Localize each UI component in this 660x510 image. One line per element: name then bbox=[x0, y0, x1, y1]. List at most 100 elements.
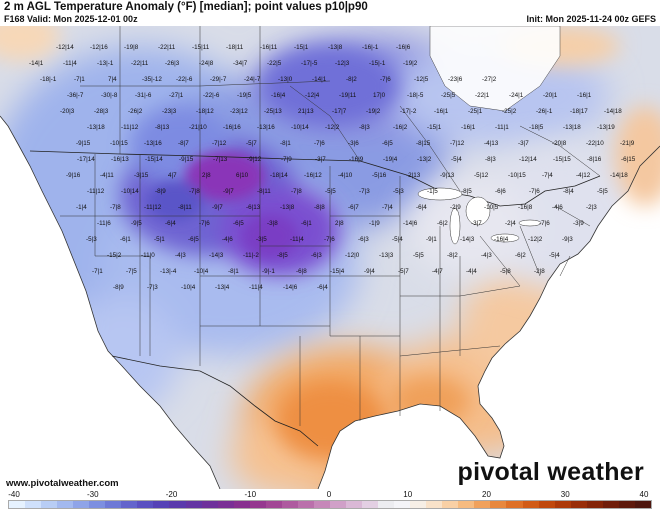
point-value-label: -2|3 bbox=[586, 204, 597, 211]
point-value-label: -20|1 bbox=[543, 92, 558, 99]
point-value-label: -7|1 bbox=[92, 268, 103, 275]
colorbar-swatch bbox=[410, 501, 427, 508]
point-value-label: -16|12 bbox=[304, 172, 322, 179]
point-value-label: -3|7 bbox=[518, 140, 529, 147]
point-value-label: -27|1 bbox=[169, 92, 184, 99]
point-value-label: -22|11 bbox=[158, 44, 176, 51]
hudson-bay bbox=[429, 26, 561, 112]
point-value-label: -17|7 bbox=[332, 108, 347, 115]
point-value-label: -8|1 bbox=[228, 268, 239, 275]
point-value-label: -10|14 bbox=[291, 124, 309, 131]
colorbar-swatch bbox=[522, 501, 539, 508]
valid-time: F168 Valid: Mon 2025-12-01 00z bbox=[4, 14, 138, 24]
point-value-label: -5|12 bbox=[474, 172, 489, 179]
point-value-label: -8|9 bbox=[113, 284, 124, 291]
point-value-label: -26|2 bbox=[128, 108, 143, 115]
point-value-label: -8|5 bbox=[277, 252, 288, 259]
point-value-label: -14|6 bbox=[403, 220, 418, 227]
map-header: 2 m AGL Temperature Anomaly (°F) [median… bbox=[0, 0, 660, 26]
point-value-label: -7|3 bbox=[147, 284, 158, 291]
point-value-label: -8|5 bbox=[461, 188, 472, 195]
point-value-label: -6|13 bbox=[246, 204, 261, 211]
point-value-label: -14|18 bbox=[610, 172, 628, 179]
colorbar-tick-label: -10 bbox=[244, 490, 257, 499]
point-value-label: -7|8 bbox=[110, 204, 121, 211]
point-value-label: -6|2 bbox=[515, 252, 526, 259]
point-value-label: -18|12 bbox=[196, 108, 214, 115]
map-area[interactable]: -12|14 -12|16 -19|8 -22|11 -15|11 -18|11 -16|1… bbox=[0, 26, 660, 489]
point-value-label: -22|-6 bbox=[176, 76, 193, 83]
point-value-label: -27|2 bbox=[482, 76, 497, 83]
point-value-label: -16|1 bbox=[434, 108, 449, 115]
point-value-label: -20|8 bbox=[552, 140, 567, 147]
point-value-label: -5|7 bbox=[398, 268, 409, 275]
site-url: www.pivotalweather.com bbox=[6, 478, 119, 489]
province-lines bbox=[80, 26, 601, 192]
point-value-label: -13|0 bbox=[278, 76, 293, 83]
colorbar-swatch bbox=[153, 501, 170, 508]
colorbar-swatch bbox=[73, 501, 90, 508]
point-value-label: -20|3 bbox=[60, 108, 75, 115]
point-value-label: -12|16 bbox=[90, 44, 108, 51]
point-value-label: -6|4 bbox=[317, 284, 328, 291]
point-value-label: -5|4 bbox=[392, 236, 403, 243]
point-value-label: -22|-6 bbox=[203, 92, 220, 99]
point-value-label: -16|16 bbox=[223, 124, 241, 131]
point-value-label: -22|1 bbox=[475, 92, 490, 99]
point-value-label: -16|2 bbox=[393, 124, 408, 131]
point-value-label: -6|5 bbox=[382, 140, 393, 147]
point-value-label: -7|1 bbox=[74, 76, 85, 83]
point-value-label: 7|4 bbox=[108, 76, 117, 83]
point-value-label: -22|11 bbox=[131, 60, 149, 67]
point-value-label: -17|-5 bbox=[301, 60, 318, 67]
point-value-label: 17|0 bbox=[373, 92, 386, 99]
point-value-label: -23|3 bbox=[162, 108, 177, 115]
point-value-label: -14|3 bbox=[209, 252, 224, 259]
point-value-label: 6|10 bbox=[236, 172, 249, 179]
point-value-label: -11|4 bbox=[63, 60, 77, 67]
colorbar-swatch bbox=[233, 501, 250, 508]
point-value-label: -9|15 bbox=[76, 140, 91, 147]
colorbar-swatch bbox=[265, 501, 282, 508]
colorbar-tick-label: 0 bbox=[326, 490, 332, 499]
point-value-label: -24|8 bbox=[199, 60, 214, 67]
point-value-label: -7|6 bbox=[380, 76, 391, 83]
point-value-label: -4|13 bbox=[484, 140, 499, 147]
point-value-label: -11|6 bbox=[97, 220, 111, 227]
point-value-label: -16|-1 bbox=[362, 44, 379, 51]
point-value-label: -14|3 bbox=[460, 236, 475, 243]
point-value-label: -8|4 bbox=[563, 188, 574, 195]
colorbar-swatch bbox=[137, 501, 154, 508]
point-value-label: -16|4 bbox=[494, 236, 509, 243]
point-value-label: -13|8 bbox=[328, 44, 343, 51]
point-value-label: -2|9 bbox=[450, 204, 461, 211]
point-value-label: -18|-1 bbox=[40, 76, 57, 83]
point-value-label: -7|12 bbox=[212, 140, 227, 147]
point-value-label: -4|10 bbox=[338, 172, 353, 179]
point-value-label: -19|11 bbox=[339, 92, 357, 99]
point-value-label: -13|4 bbox=[215, 284, 230, 291]
point-value-label: -6|8 bbox=[296, 268, 307, 275]
point-value-label: -3|7 bbox=[471, 220, 482, 227]
point-value-label: -4|12 bbox=[576, 172, 591, 179]
point-value-label: -15|14 bbox=[145, 156, 163, 163]
point-value-label: -16|4 bbox=[271, 92, 286, 99]
colorbar-swatch bbox=[378, 501, 395, 508]
point-value-label: -35|-12 bbox=[142, 76, 162, 83]
point-value-label: -12|14 bbox=[56, 44, 74, 51]
point-value-label: -2|8 bbox=[534, 268, 545, 275]
point-value-label: -13|16 bbox=[257, 124, 275, 131]
point-value-label: -13|18 bbox=[87, 124, 105, 131]
point-value-label: -5|16 bbox=[372, 172, 387, 179]
colorbar-swatch bbox=[538, 501, 555, 508]
point-value-label: -9|5 bbox=[131, 220, 142, 227]
point-value-label: -5|5 bbox=[597, 188, 608, 195]
point-value-label: -6|3 bbox=[311, 252, 322, 259]
point-value-label: -26|-1 bbox=[536, 108, 553, 115]
point-value-label: 21|13 bbox=[298, 108, 314, 115]
point-value-label: -11|0 bbox=[141, 252, 155, 259]
point-value-label: -9|7 bbox=[223, 188, 234, 195]
point-value-label: -19|2 bbox=[366, 108, 381, 115]
point-value-label: -15|-1 bbox=[369, 60, 386, 67]
point-value-label: -14|18 bbox=[604, 108, 622, 115]
